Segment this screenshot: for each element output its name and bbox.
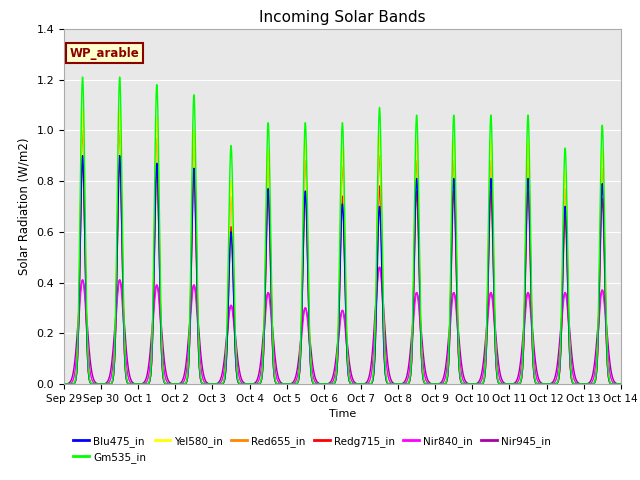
- X-axis label: Time: Time: [329, 409, 356, 419]
- Y-axis label: Solar Radiation (W/m2): Solar Radiation (W/m2): [18, 138, 31, 275]
- Text: WP_arable: WP_arable: [70, 47, 140, 60]
- Legend: Blu475_in, Gm535_in, Yel580_in, Red655_in, Redg715_in, Nir840_in, Nir945_in: Blu475_in, Gm535_in, Yel580_in, Red655_i…: [69, 432, 555, 467]
- Title: Incoming Solar Bands: Incoming Solar Bands: [259, 10, 426, 25]
